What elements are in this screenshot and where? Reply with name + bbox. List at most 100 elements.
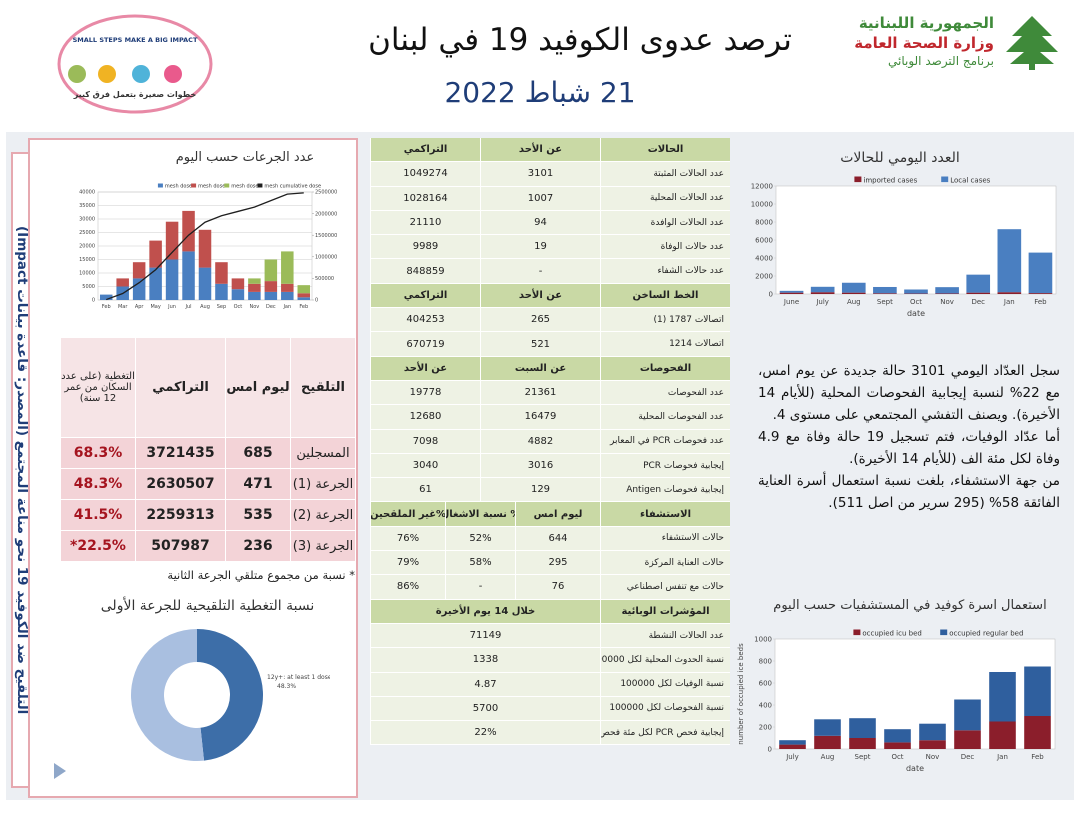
y-tick-label: 2000 [755, 272, 773, 280]
table-cell: حالات العناية المركزة [600, 551, 730, 576]
table-row: حالات العناية المركزة 295 58% 79% [370, 551, 730, 576]
bar [264, 281, 278, 292]
table-cell: 1007 [480, 186, 600, 211]
legend-swatch [853, 629, 861, 636]
y2-tick-label: 1500000 [315, 233, 337, 239]
x-tick-label: Oct [891, 753, 903, 761]
legend-label: Local cases [950, 176, 990, 184]
bar [779, 292, 804, 294]
x-tick-label: July [785, 753, 799, 761]
legend-label: imported cases [863, 176, 917, 184]
vaccine-table: التلقيح ليوم امس التراكمي التغطية (على عدد … [60, 338, 355, 562]
table-row: اتصالات 1787 (1) 265 404253 [370, 308, 730, 333]
bar [810, 286, 835, 293]
bar [182, 210, 195, 252]
y-tick-label: 5000 [82, 284, 95, 290]
bar [884, 729, 911, 743]
table-cell: 94 [480, 210, 600, 236]
y2-tick-label: 2500000 [315, 190, 337, 196]
table-cell: الجرعة (2) [290, 500, 355, 531]
bar [264, 291, 278, 300]
table-cell: 521 [480, 332, 600, 357]
table-row: نسبة الوفيات لكل 100000 4.87 [370, 672, 730, 697]
table-row: عدد فحوصات PCR في المعابر 4882 7098 [370, 429, 730, 454]
y-tick-label: 10000 [751, 200, 773, 208]
y2-tick-label: 0 [315, 298, 318, 304]
x-tick-label: Dec [961, 753, 975, 761]
table-cell: 22.5%* [60, 531, 135, 562]
bar [281, 291, 294, 300]
table-row: عدد حالات الوفاة 19 9989 [370, 235, 730, 260]
bar [779, 290, 804, 293]
table-cell: 3016 [480, 453, 600, 479]
chart-title: عدد الجرعات حسب اليوم [175, 150, 315, 165]
x-tick-label: May [150, 304, 160, 310]
x-tick-label: July [815, 298, 829, 306]
table-cell: 21361 [480, 380, 600, 406]
x-tick-label: Sep [217, 304, 226, 310]
table-cell: 58% [445, 551, 515, 576]
legend-label: occupied icu bed [862, 629, 921, 637]
x-tick-label: Sept [877, 298, 893, 306]
table-cell: 848859 [370, 259, 480, 284]
y2-tick-label: 1000000 [315, 254, 337, 260]
table-cell: إيجابية فحوصات Antigen [600, 478, 730, 503]
header-cell: الخط الساخن [600, 283, 730, 309]
table-header-row: الحالات عن الأحد التراكمي [370, 138, 730, 163]
table-cell: 1028164 [370, 186, 480, 211]
table-row: عدد الفحوصات المحلية 16479 12680 [370, 405, 730, 430]
chart-title: نسبة التغطية التلقيحية للجرعة الأولى [100, 598, 315, 614]
x-tick-label: Nov [250, 304, 260, 310]
legend-swatch [224, 183, 230, 188]
report-date: 21 شباط 2022 [444, 76, 636, 109]
bar [810, 292, 835, 294]
y-tick-label: 20000 [79, 244, 95, 250]
table-row: الجرعة (3) 236 507987 22.5%* [60, 531, 355, 562]
table-cell: 471 [225, 469, 290, 500]
table-row: عدد الحالات النشطة 71149 [370, 623, 730, 649]
x-tick-label: Feb [1031, 753, 1044, 761]
bar [149, 240, 162, 268]
x-tick-label: Dec [971, 298, 985, 306]
bar [1028, 293, 1053, 294]
header-cell: عن الأحد [480, 138, 600, 163]
bar [954, 699, 981, 731]
bar [873, 293, 897, 294]
x-tick-label: June [783, 298, 799, 306]
bar [215, 283, 228, 300]
table-cell: 21110 [370, 210, 480, 236]
table-cell: 507987 [135, 531, 225, 562]
table-cell: إيجابية فحص PCR لكل مئة فحص [600, 721, 730, 746]
table-row: عدد الفحوصات 21361 19778 [370, 380, 730, 406]
legend-label: mesh dose2 [198, 184, 228, 190]
bar [281, 251, 294, 284]
y-tick-label: 30000 [79, 217, 95, 223]
campaign-logo [57, 14, 213, 114]
table-cell: 5700 [370, 696, 600, 722]
bar [966, 292, 991, 294]
y-tick-label: 400 [759, 701, 772, 709]
table-cell: 4.87 [370, 672, 600, 697]
table-cell: 19778 [370, 380, 480, 406]
bar [198, 229, 212, 268]
y-tick-label: 8000 [755, 218, 773, 226]
bar [231, 278, 245, 290]
table-header-row: الخط الساخن عن الأحد التراكمي [370, 283, 730, 309]
bar [149, 267, 162, 300]
table-cell: 48.3% [60, 469, 135, 500]
slice-value-label: 48.3% [277, 683, 296, 690]
y2-tick-label: 2000000 [315, 211, 337, 217]
y-tick-label: 200 [759, 723, 772, 731]
x-tick-label: Feb [102, 304, 111, 310]
chart: 0 200 400 600 800 1000 July Aug Sept Oct Nov Dec Jan… [737, 629, 1056, 773]
table-cell: 4882 [480, 429, 600, 454]
y-tick-label: 1000 [754, 635, 772, 643]
bar [966, 274, 991, 293]
x-tick-label: Feb [1034, 298, 1047, 306]
bar [997, 229, 1022, 293]
table-cell: 236 [225, 531, 290, 562]
slice-label: 12y+: at least 1 dose [267, 674, 330, 681]
table-cell: 79% [370, 551, 445, 576]
bar [132, 278, 146, 300]
